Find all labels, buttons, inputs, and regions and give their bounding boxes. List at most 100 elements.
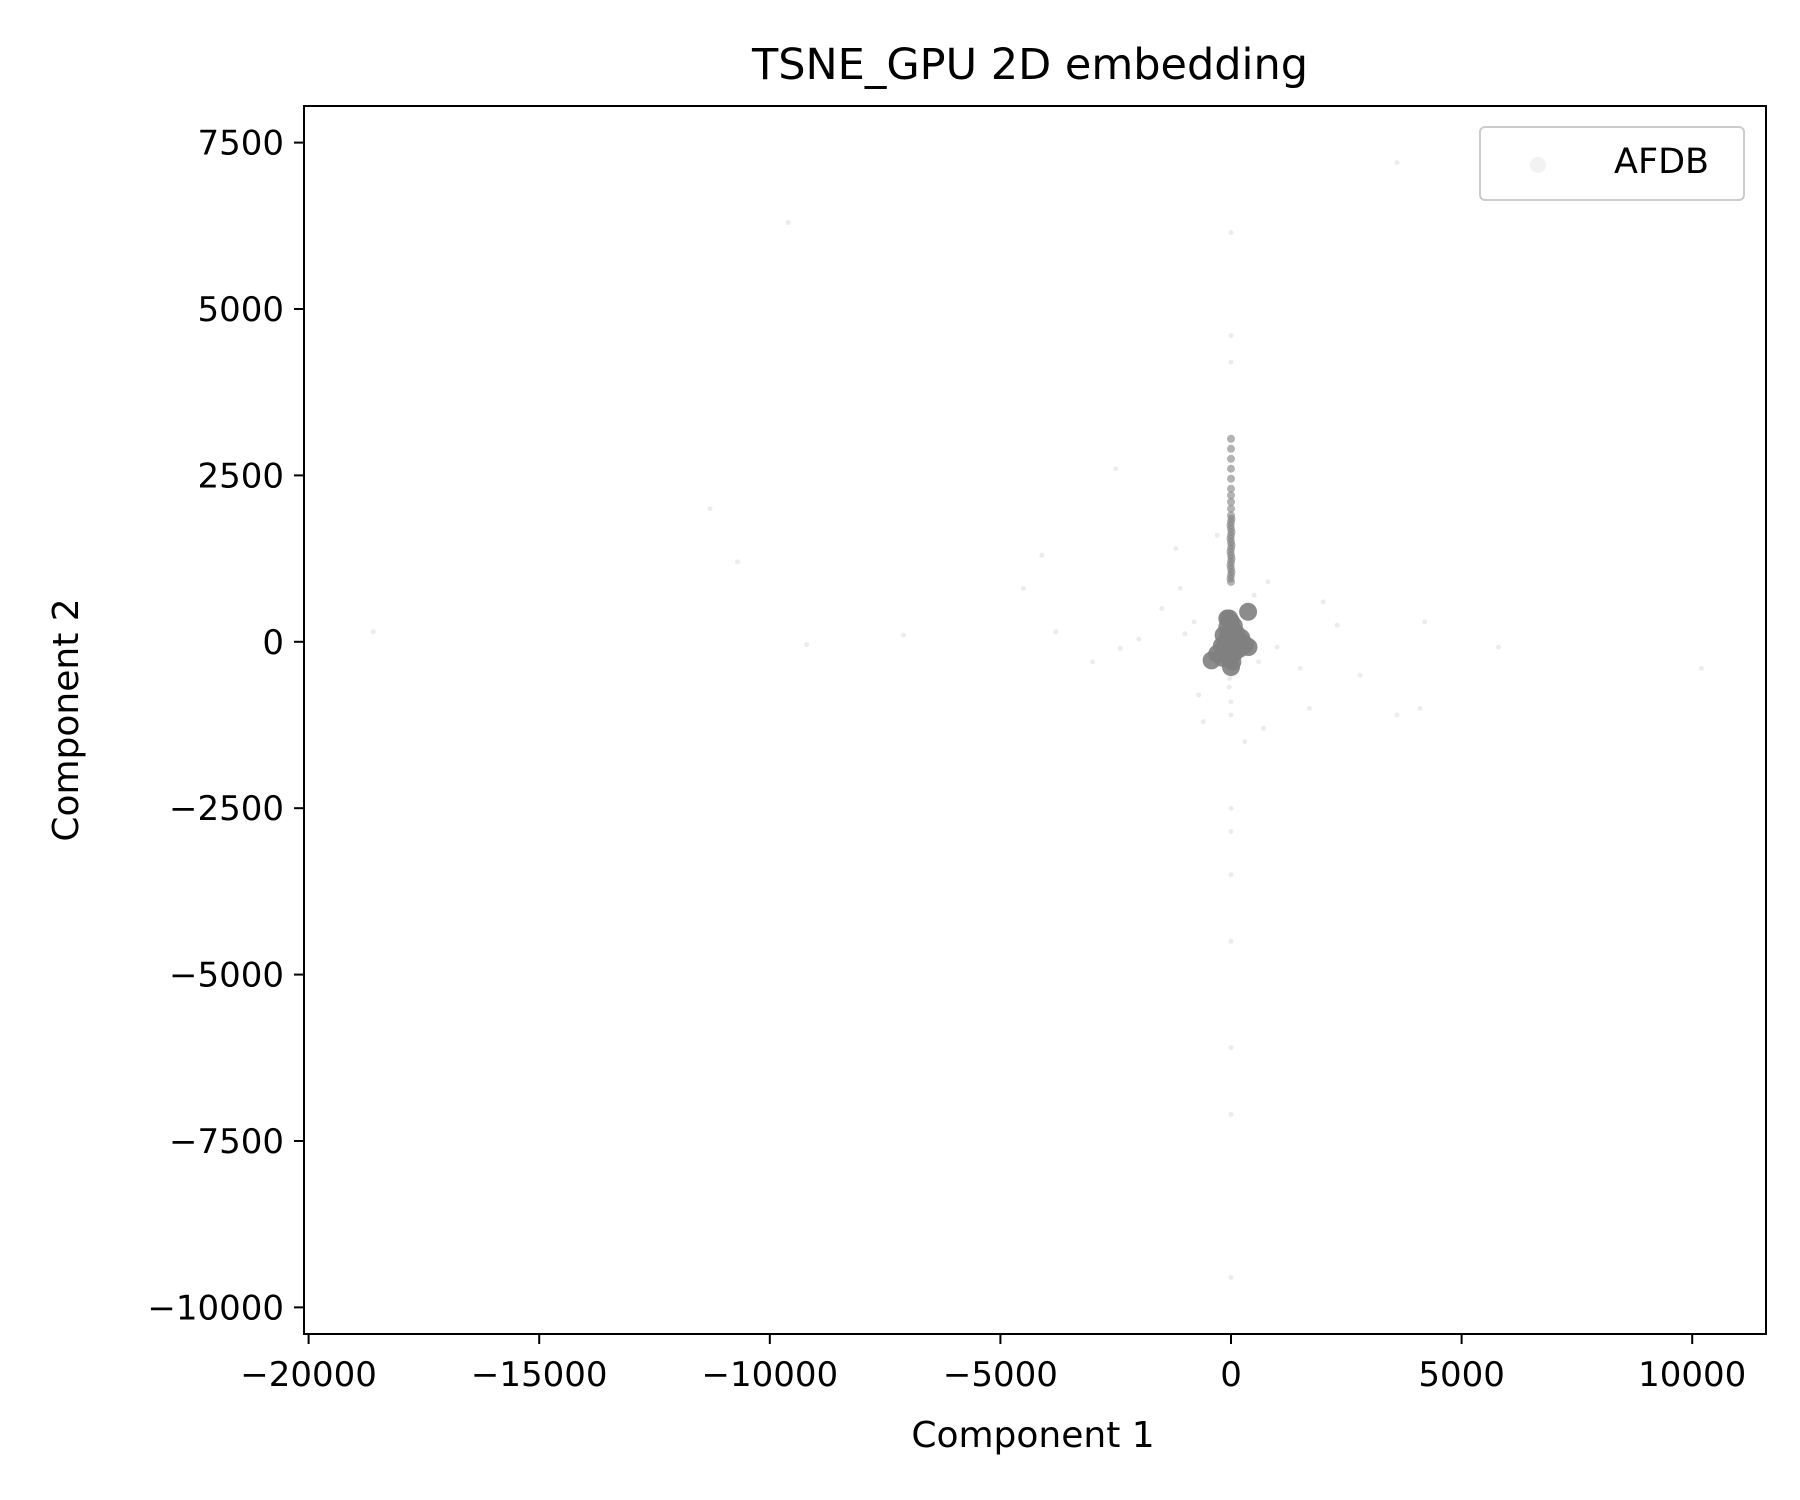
x-tick-label: 0 bbox=[1220, 1355, 1242, 1395]
data-point bbox=[1698, 665, 1704, 671]
data-point bbox=[1357, 672, 1363, 678]
data-point bbox=[1256, 659, 1262, 665]
data-point bbox=[1228, 872, 1234, 878]
legend-box bbox=[1479, 126, 1745, 201]
x-tick-label: −5000 bbox=[943, 1355, 1058, 1395]
data-point bbox=[1227, 491, 1235, 500]
data-point bbox=[1394, 712, 1400, 718]
data-point bbox=[1227, 504, 1235, 513]
data-point bbox=[1113, 466, 1119, 472]
data-point bbox=[707, 506, 713, 512]
data-point bbox=[1227, 498, 1235, 506]
data-point bbox=[1496, 644, 1501, 650]
y-tick-label: −5000 bbox=[169, 956, 284, 996]
data-point bbox=[1226, 547, 1235, 556]
data-point bbox=[1053, 629, 1059, 635]
data-point bbox=[1242, 739, 1248, 745]
data-point bbox=[1218, 609, 1237, 628]
data-point bbox=[1227, 454, 1235, 463]
data-point bbox=[1417, 705, 1423, 711]
data-point bbox=[1191, 619, 1197, 625]
data-point bbox=[1228, 230, 1234, 235]
data-point bbox=[1182, 631, 1188, 637]
data-point bbox=[370, 629, 376, 635]
data-point bbox=[1039, 552, 1045, 558]
y-tick-label: 5000 bbox=[197, 290, 284, 330]
x-tick-label: −20000 bbox=[240, 1355, 377, 1395]
data-point bbox=[1196, 692, 1202, 698]
data-point bbox=[1226, 561, 1235, 570]
data-point bbox=[1227, 528, 1236, 536]
data-point bbox=[1214, 532, 1220, 538]
y-tick-label: −10000 bbox=[147, 1288, 284, 1328]
y-axis-ticks: 7500 5000 2500 0 −2500 −5000 −7500 −10000 bbox=[147, 124, 304, 1328]
data-point bbox=[1226, 521, 1235, 530]
data-point bbox=[1227, 567, 1236, 576]
legend-label-afdb: AFDB bbox=[1614, 142, 1709, 182]
data-point bbox=[1306, 705, 1312, 711]
data-point bbox=[1228, 938, 1234, 944]
y-tick-label: −7500 bbox=[169, 1122, 284, 1162]
data-points bbox=[370, 160, 1704, 1280]
data-point bbox=[1228, 1045, 1234, 1051]
data-point bbox=[1265, 579, 1271, 585]
data-point bbox=[1422, 619, 1428, 625]
data-point bbox=[1228, 359, 1234, 365]
x-axis-label: Component 1 bbox=[911, 1415, 1154, 1456]
x-tick-label: −15000 bbox=[471, 1355, 608, 1395]
x-axis-ticks: −20000 −15000 −10000 −5000 0 5000 10000 bbox=[240, 1334, 1746, 1395]
data-point bbox=[735, 559, 740, 565]
y-tick-label: 2500 bbox=[197, 456, 284, 496]
data-point bbox=[1227, 464, 1235, 473]
y-tick-label: 0 bbox=[262, 623, 284, 663]
x-tick-label: −10000 bbox=[701, 1355, 838, 1395]
data-point bbox=[1226, 574, 1235, 583]
chart-title: TSNE_GPU 2D embedding bbox=[751, 40, 1308, 90]
data-point bbox=[1248, 603, 1254, 609]
x-tick-label: 10000 bbox=[1638, 1355, 1746, 1395]
data-point bbox=[785, 220, 791, 225]
data-point bbox=[1334, 622, 1340, 628]
data-point bbox=[1227, 484, 1235, 493]
data-point bbox=[1228, 333, 1234, 339]
data-point bbox=[1251, 592, 1257, 598]
data-point bbox=[1227, 474, 1235, 483]
data-point bbox=[901, 632, 907, 638]
legend-marker-afdb bbox=[1530, 157, 1546, 173]
data-point bbox=[1297, 665, 1303, 671]
data-point bbox=[1228, 712, 1234, 718]
data-point bbox=[1260, 725, 1266, 731]
data-point bbox=[1228, 829, 1234, 834]
data-point bbox=[1227, 444, 1235, 453]
data-point bbox=[1159, 606, 1165, 611]
data-point bbox=[1136, 636, 1142, 642]
data-point bbox=[1394, 160, 1400, 166]
data-point bbox=[1200, 719, 1206, 725]
x-tick-label: 5000 bbox=[1418, 1355, 1505, 1395]
data-point bbox=[1173, 546, 1179, 552]
data-point bbox=[1227, 514, 1236, 523]
data-point bbox=[1117, 645, 1123, 651]
y-axis-label: Component 2 bbox=[46, 598, 87, 841]
data-point bbox=[804, 642, 810, 647]
legend: AFDB bbox=[1479, 126, 1745, 201]
data-point bbox=[1177, 586, 1183, 591]
data-point bbox=[1090, 659, 1096, 665]
data-point bbox=[1228, 805, 1234, 811]
data-point bbox=[1227, 554, 1236, 563]
data-point bbox=[1274, 644, 1280, 650]
data-point bbox=[1320, 599, 1326, 605]
data-point bbox=[1202, 651, 1221, 670]
data-point bbox=[1226, 684, 1232, 690]
data-point bbox=[1228, 1274, 1234, 1280]
data-point bbox=[1239, 638, 1258, 657]
data-point bbox=[1021, 586, 1026, 591]
data-point bbox=[1228, 699, 1234, 705]
data-point bbox=[1228, 1111, 1234, 1117]
y-tick-label: −2500 bbox=[169, 789, 284, 829]
data-point bbox=[1226, 534, 1235, 543]
plot-frame bbox=[303, 105, 1767, 1335]
y-tick-label: 7500 bbox=[197, 124, 284, 164]
data-point bbox=[1227, 541, 1236, 550]
